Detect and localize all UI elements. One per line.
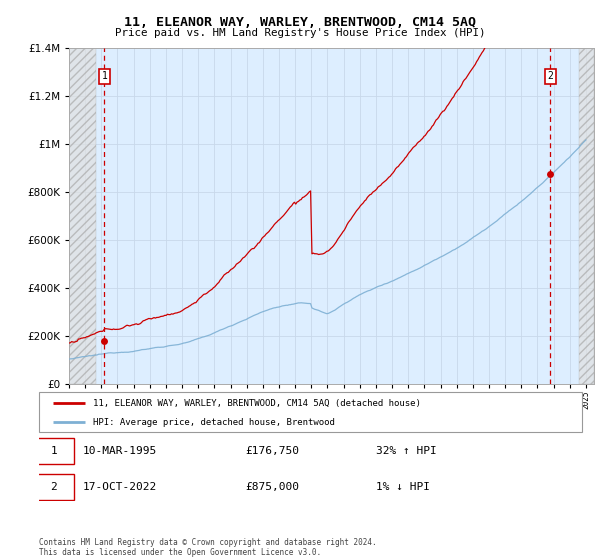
Text: 2: 2 bbox=[547, 71, 553, 81]
Text: 17-OCT-2022: 17-OCT-2022 bbox=[82, 482, 157, 492]
Text: £176,750: £176,750 bbox=[245, 446, 299, 456]
Text: Contains HM Land Registry data © Crown copyright and database right 2024.
This d: Contains HM Land Registry data © Crown c… bbox=[39, 538, 377, 557]
Text: 1% ↓ HPI: 1% ↓ HPI bbox=[376, 482, 430, 492]
Text: 1: 1 bbox=[101, 71, 107, 81]
FancyBboxPatch shape bbox=[34, 438, 74, 464]
FancyBboxPatch shape bbox=[39, 392, 582, 432]
Text: 10-MAR-1995: 10-MAR-1995 bbox=[82, 446, 157, 456]
Text: £875,000: £875,000 bbox=[245, 482, 299, 492]
Text: 2: 2 bbox=[50, 482, 58, 492]
Text: 1: 1 bbox=[50, 446, 58, 456]
Text: Price paid vs. HM Land Registry's House Price Index (HPI): Price paid vs. HM Land Registry's House … bbox=[115, 28, 485, 38]
Text: 11, ELEANOR WAY, WARLEY, BRENTWOOD, CM14 5AQ (detached house): 11, ELEANOR WAY, WARLEY, BRENTWOOD, CM14… bbox=[94, 399, 421, 408]
Text: 11, ELEANOR WAY, WARLEY, BRENTWOOD, CM14 5AQ: 11, ELEANOR WAY, WARLEY, BRENTWOOD, CM14… bbox=[124, 16, 476, 29]
Text: 32% ↑ HPI: 32% ↑ HPI bbox=[376, 446, 436, 456]
Bar bbox=[578, 48, 594, 384]
Bar bbox=[69, 48, 97, 384]
Text: HPI: Average price, detached house, Brentwood: HPI: Average price, detached house, Bren… bbox=[94, 418, 335, 427]
FancyBboxPatch shape bbox=[34, 474, 74, 500]
